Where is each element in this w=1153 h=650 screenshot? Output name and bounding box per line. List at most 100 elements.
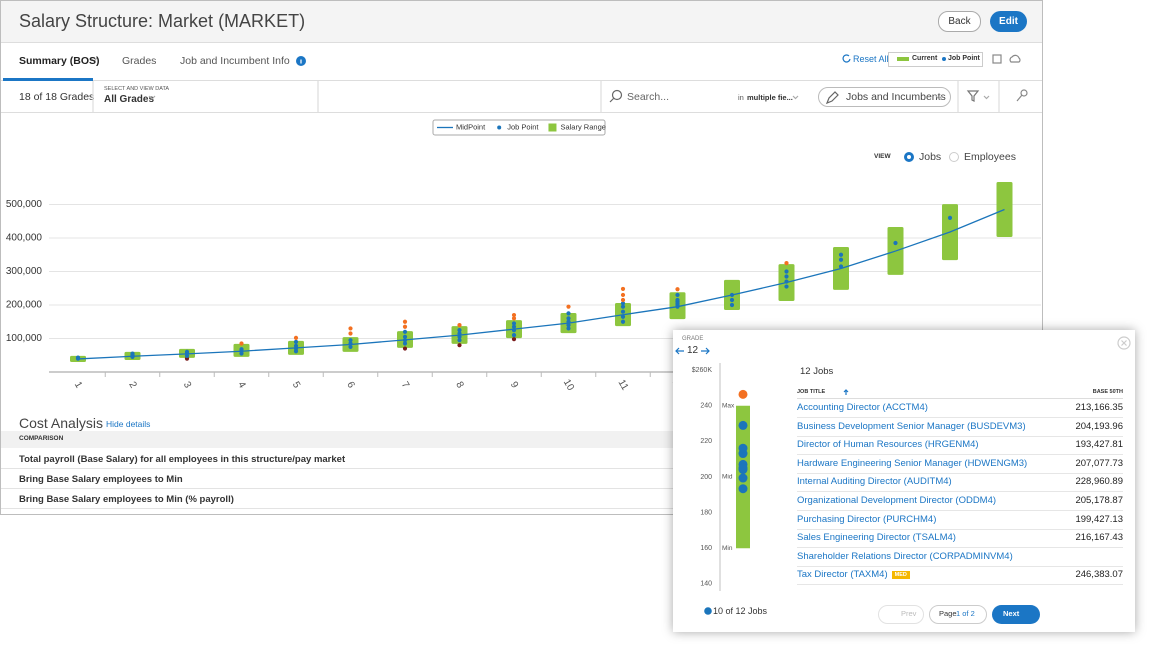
mode-pill[interactable] [818,87,951,107]
job-point [348,331,353,336]
job-row: Accounting Director (ACCTM4) 213,166.35 [797,399,1123,418]
page-of[interactable]: 1 of 2 [956,609,975,618]
cost-header: COMPARISON [19,435,64,442]
select-value[interactable]: All Grades [104,94,155,105]
job-point [402,319,408,324]
view-option[interactable]: Jobs [919,151,942,163]
job-title[interactable]: Purchasing Director (PURCHM4) [797,513,937,525]
tab-caret [90,57,98,62]
cloud-icon[interactable] [1009,54,1021,63]
job-point [457,343,462,348]
reset-icon[interactable] [842,54,851,63]
scope-caret [792,95,799,100]
tab[interactable]: Summary (BOS) [19,55,100,67]
job-point [457,338,462,343]
view-option[interactable]: Employees [964,151,1016,163]
x-tick-label: 8 [453,380,466,391]
job-point [348,326,353,331]
next-label[interactable]: Next [1003,609,1020,618]
job-point [738,420,748,430]
filter-caret [983,95,990,100]
filter-icon[interactable] [966,90,980,102]
key-icon [1016,94,1023,102]
range-label: Min [722,545,733,552]
job-point [457,323,462,328]
job-point [738,443,748,453]
back-button[interactable]: Back [938,11,981,32]
job-point [457,328,462,333]
job-title[interactable]: Shareholder Relations Director (CORPADMI… [797,550,1013,562]
job-title[interactable]: Business Development Senior Manager (BUS… [797,420,1026,432]
job-point [566,304,571,309]
select-caret [148,95,156,100]
prev-grade[interactable] [675,347,684,355]
job-title[interactable]: Hardware Engineering Senior Manager (HDW… [797,457,1028,469]
radio[interactable] [949,152,959,162]
x-tick-label: 4 [235,380,248,391]
hide-details[interactable]: Hide details [106,419,151,429]
job-point [402,341,408,346]
job-point [293,339,299,344]
toggle-job-point[interactable]: Job Point [948,55,980,62]
y-tick-label: 500,000 [6,199,43,210]
next-grade[interactable] [701,347,710,355]
job-point [348,344,353,349]
col-title[interactable]: JOB TITLE [797,389,826,395]
reset-all[interactable]: Reset All [853,54,889,64]
y-tick-label: 180 [700,509,712,516]
mode-label[interactable]: Jobs and Incumbents [846,91,946,103]
x-tick-label: 11 [616,378,631,393]
job-point [402,324,408,329]
base-value: 228,960.89 [1075,476,1123,488]
y-tick-label: 220 [700,438,712,445]
job-title[interactable]: Tax Director (TAXM4) [797,569,888,581]
key-icon[interactable] [1020,89,1028,97]
job-point [293,343,299,348]
table-header-line [797,398,1123,399]
job-point [784,269,789,274]
job-row: Business Development Senior Manager (BUS… [797,418,1123,437]
job-point [620,304,626,309]
prev-button[interactable] [878,605,924,624]
table-icon[interactable] [992,54,1002,64]
job-title[interactable]: Internal Auditing Director (AUDITM4) [797,476,952,488]
x-tick-label: 1 [72,380,85,391]
job-row: Sales Engineering Director (TSALM4) 216,1… [797,529,1123,549]
prev-label[interactable]: Prev [901,609,917,618]
close-button[interactable] [1117,336,1131,350]
job-point [184,349,190,354]
legend-swatch [548,123,557,132]
view-label: VIEW [874,153,891,160]
job-title[interactable]: Director of Human Resources (HRGENM4) [797,439,979,451]
y-tick-label: $260K [692,367,713,374]
jobs-count: 12 Jobs [800,366,834,377]
tab[interactable]: Job and Incumbent Info [180,55,290,67]
search-scope[interactable]: multiple fie... [747,93,793,102]
toggle-box[interactable] [888,52,983,67]
tab[interactable]: Grades [122,55,157,67]
job-title[interactable]: Sales Engineering Director (TSALM4) [797,532,956,544]
tab-bar [1,43,1042,81]
page-title: Salary Structure: Market (MARKET) [19,11,306,31]
page-select[interactable] [929,605,987,624]
job-point [738,473,748,483]
next-button[interactable] [992,605,1040,624]
job-point [511,312,517,318]
cost-row-label: Total payroll (Base Salary) for all empl… [19,454,346,465]
edit-button[interactable]: Edit [990,11,1027,32]
job-point [239,341,244,346]
page-label: Page [939,609,957,618]
toggle-current[interactable]: Current [912,55,938,62]
job-point [566,319,571,324]
job-title[interactable]: Organizational Development Director (ODD… [797,495,997,506]
job-point [675,297,680,303]
legend-label: Job Point [507,122,539,131]
job-title[interactable]: Accounting Director (ACCTM4) [797,402,928,413]
grade-popup: $260K 240 220 200 180 160 140 Max Mid Min GRADE 1… [673,330,1135,632]
job-point [620,309,626,314]
sort-icon[interactable] [843,389,849,395]
job-point [75,355,81,360]
search-input[interactable]: Search... [627,91,670,103]
radio[interactable] [904,152,914,162]
